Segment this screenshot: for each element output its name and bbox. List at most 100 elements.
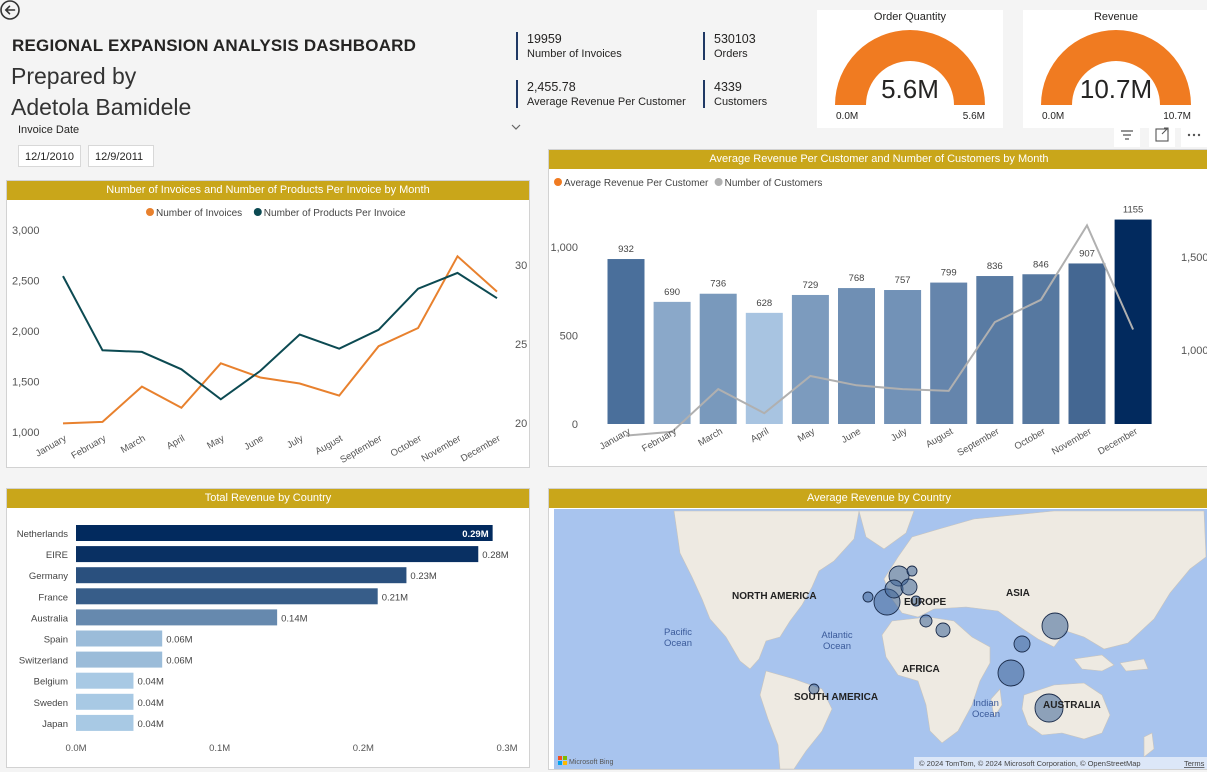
y2-axis-tick-label: 20 [515,418,527,430]
chart-title: Average Revenue Per Customer and Number … [549,150,1207,169]
bar[interactable] [699,293,737,424]
data-label: 0.04M [137,698,163,709]
bar[interactable] [1022,274,1060,424]
bar[interactable] [1114,219,1152,424]
map-marker[interactable] [1013,635,1031,653]
series-line[interactable] [625,223,1135,437]
gauge-value: 5.6M [881,74,939,104]
y-axis-category-label: Germany [29,571,68,582]
kpi-average-revenue-per-customer: 2,455.78 Average Revenue Per Customer [516,80,686,108]
data-label: 690 [664,287,680,298]
map-marker[interactable] [884,579,904,599]
order-quantity-gauge[interactable]: Order Quantity 5.6M 0.0M 5.6M [817,10,1003,128]
bar[interactable] [745,312,783,424]
x-axis-tick-label: 0.0M [65,743,86,754]
series-line[interactable] [62,271,498,401]
bar[interactable] [76,714,134,731]
gauge-arc [1041,30,1191,105]
bar[interactable] [76,693,134,710]
bar[interactable] [76,567,407,584]
map-marker[interactable] [1034,693,1064,723]
series-line[interactable] [62,254,498,425]
map-terms-link[interactable]: Terms [1184,759,1205,768]
data-label: 799 [941,268,957,279]
chevron-down-icon[interactable] [510,121,522,133]
bar[interactable] [791,294,829,424]
chart-title: Total Revenue by Country [7,489,529,508]
bar[interactable] [607,259,645,424]
map-title: Average Revenue by Country [549,489,1207,508]
x-axis-tick-label: May [796,426,817,445]
bar[interactable] [930,282,968,424]
map-marker[interactable] [919,614,933,628]
start-date-input[interactable]: 12/1/2010 [18,145,81,167]
map-marker[interactable] [808,683,820,695]
bar[interactable] [884,290,922,424]
bar[interactable] [76,651,163,668]
data-label: 736 [710,279,726,290]
map-marker[interactable] [997,659,1025,687]
x-axis-tick-label: March [696,426,724,449]
map-ocean-label: Pacific [664,627,692,638]
kpi-label: Orders [714,48,748,60]
end-date-input[interactable]: 12/9/2011 [88,145,154,167]
map-continent-label: NORTH AMERICA [732,591,817,602]
map-marker[interactable] [1041,612,1069,640]
y2-axis-tick-label: 1,500 [1181,252,1207,264]
average-revenue-map[interactable]: Average Revenue by Country [548,488,1207,770]
bar[interactable] [76,525,493,541]
bar[interactable] [976,276,1014,424]
world-map[interactable]: NORTH AMERICA EUROPE ASIA AFRICA SOUTH A… [554,509,1207,769]
map-continent-label: EUROPE [904,597,947,608]
y-axis-category-label: France [38,592,68,603]
map-ocean-label: Ocean [664,638,692,649]
bar[interactable] [76,609,278,626]
map-marker[interactable] [935,622,951,638]
map-marker[interactable] [906,565,918,577]
focus-mode-icon[interactable] [1149,123,1175,147]
bar[interactable] [76,588,378,605]
x-axis-tick-label: October [1013,426,1048,452]
bar[interactable] [653,301,691,424]
data-label: 0.04M [137,677,163,688]
invoices-products-line-chart[interactable]: Number of Invoices and Number of Product… [6,180,530,468]
data-label: 0.21M [382,592,408,603]
filter-icon[interactable] [1114,123,1140,147]
map-marker[interactable] [900,578,918,596]
map-ocean-label: Ocean [972,709,1000,720]
x-axis-tick-label: June [242,433,265,453]
data-label: 0.23M [410,571,436,582]
map-marker[interactable] [910,595,922,607]
x-axis-tick-label: April [165,433,187,452]
data-label: 932 [618,244,634,255]
x-axis-tick-label: August [314,433,345,457]
revenue-customers-combo-chart[interactable]: Average Revenue Per Customer and Number … [548,149,1207,467]
y-axis-category-label: Spain [44,635,68,646]
subtitle-line-1: Prepared by [11,63,137,89]
x-axis-tick-label: April [749,426,771,445]
data-label: 0.28M [482,550,508,561]
y-axis-category-label: EIRE [46,550,68,561]
gauge-title: Order Quantity [873,11,947,23]
back-arrow-icon[interactable] [0,0,22,22]
data-label: 768 [849,273,865,284]
bar[interactable] [1068,263,1106,424]
bar[interactable] [838,288,875,424]
gauge-max: 5.6M [962,111,985,122]
map-attribution: © 2024 TomTom, © 2024 Microsoft Corporat… [919,759,1141,768]
chart-title: Number of Invoices and Number of Product… [7,181,529,200]
y2-axis-tick-label: 1,000 [1181,345,1207,357]
legend-label: Average Revenue Per Customer [564,178,709,189]
bar[interactable] [76,672,134,689]
more-options-icon[interactable] [1181,123,1207,147]
kpi-number-of-invoices: 19959 Number of Invoices [516,32,622,60]
chart-legend: Number of Invoices Number of Products Per… [146,208,406,219]
map-continent-label: ASIA [1006,588,1030,599]
bar[interactable] [76,546,479,563]
data-label: 846 [1033,259,1049,270]
map-marker[interactable] [862,591,874,603]
y-axis-category-label: Belgium [34,677,68,688]
revenue-gauge[interactable]: Revenue 10.7M 0.0M 10.7M [1023,10,1207,128]
bar[interactable] [76,630,163,647]
revenue-by-country-bar-chart[interactable]: Total Revenue by Country Netherlands 0.29… [6,488,530,768]
